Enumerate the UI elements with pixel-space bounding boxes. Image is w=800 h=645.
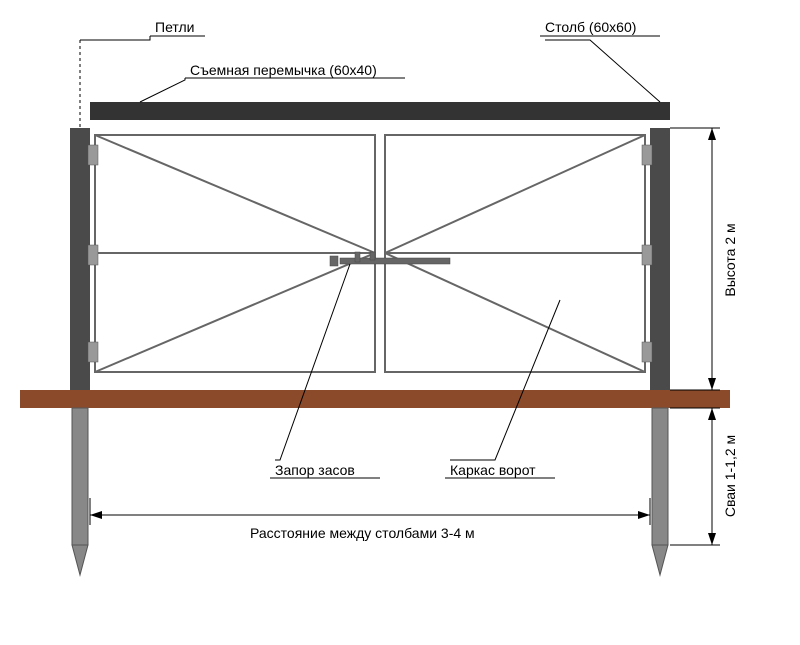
svg-text:Расстояние между столбами 3-4: Расстояние между столбами 3-4 м <box>250 525 475 541</box>
svg-text:Каркас ворот: Каркас ворот <box>450 462 536 478</box>
left-pile <box>72 408 88 575</box>
label-post: Столб (60х60) <box>540 19 660 102</box>
right-post <box>650 128 670 390</box>
hinge-icon <box>642 342 652 362</box>
dimension-height: Высота 2 м <box>670 128 738 390</box>
dimension-width: Расстояние между столбами 3-4 м <box>90 498 650 541</box>
svg-text:Сваи 1-1,2 м: Сваи 1-1,2 м <box>722 435 738 517</box>
gate-frame-right <box>385 135 645 372</box>
label-lintel: Съемная перемычка (60х40) <box>140 62 405 102</box>
svg-text:Столб (60х60): Столб (60х60) <box>545 19 636 35</box>
hinge-icon <box>88 145 98 165</box>
hinge-icon <box>642 245 652 265</box>
svg-text:Съемная перемычка (60х40): Съемная перемычка (60х40) <box>190 62 377 78</box>
hinge-icon <box>88 342 98 362</box>
ground <box>20 390 730 408</box>
dimension-pile: Сваи 1-1,2 м <box>670 408 738 545</box>
svg-text:Петли: Петли <box>155 19 194 35</box>
right-pile <box>652 408 668 575</box>
hinge-icon <box>88 245 98 265</box>
svg-text:Запор засов: Запор засов <box>275 462 355 478</box>
left-post <box>70 128 90 390</box>
hinge-icon <box>642 145 652 165</box>
lintel-beam <box>90 102 670 120</box>
label-hinges: Петли <box>80 19 205 40</box>
svg-text:Высота 2 м: Высота 2 м <box>722 223 738 296</box>
gate-frame-left <box>95 135 375 372</box>
